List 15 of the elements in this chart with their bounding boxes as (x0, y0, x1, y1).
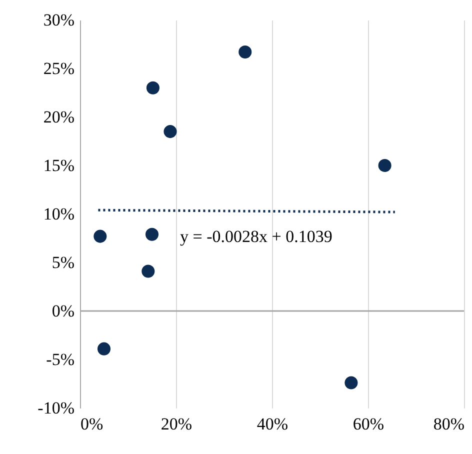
y-tick-label: -5% (46, 350, 74, 369)
y-tick-label: 0% (52, 302, 74, 320)
x-tick-label: 20% (160, 414, 192, 434)
y-tick-label: 10% (43, 204, 74, 224)
y-tick-label: 25% (43, 59, 74, 78)
y-tick-label: 5% (52, 253, 74, 272)
y-tick-label: -10% (38, 398, 74, 418)
y-tick-label: 15% (43, 156, 74, 175)
x-tick-label: 40% (256, 414, 288, 434)
y-tick-label: 30% (43, 10, 74, 30)
x-tick-label: 60% (352, 414, 384, 434)
annotation: y = -0.0028x + 0.1039 (180, 227, 332, 246)
x-tick-label: 80% (433, 414, 464, 434)
y-tick-label: 20% (43, 108, 74, 126)
x-tick-label: 0% (80, 414, 104, 434)
